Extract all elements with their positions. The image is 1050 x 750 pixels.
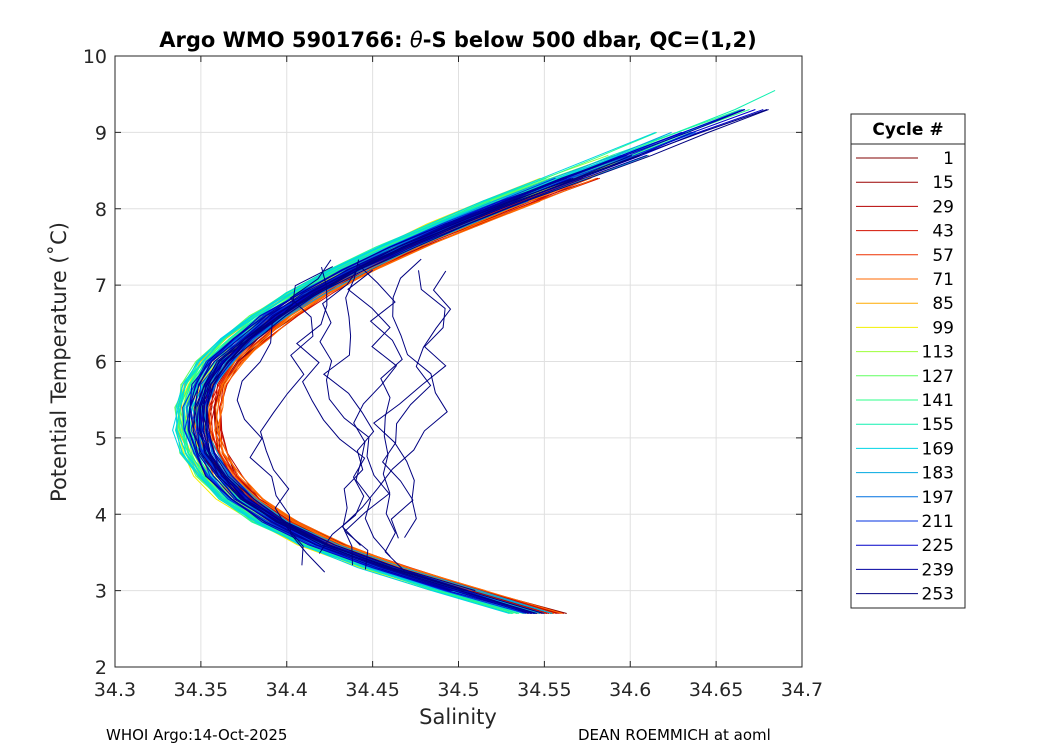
legend-label: 253	[922, 585, 954, 605]
x-tick-label: 34.6	[609, 679, 651, 701]
profile-line-irregular	[347, 269, 398, 557]
legend-label: 211	[922, 512, 954, 532]
legend-label: 57	[932, 246, 954, 266]
legend: Cycle # 1 15 29 43 57 71 85 99 113 127 141 155 169 18…	[850, 113, 966, 609]
profile-line-irregular	[381, 270, 452, 539]
profile-line-irregular	[236, 266, 334, 573]
legend-label: 127	[922, 367, 954, 387]
profile-line-irregular	[259, 259, 332, 566]
y-tick-label: 2	[95, 657, 107, 679]
profile-line-irregular	[319, 265, 405, 572]
y-tick-label: 5	[95, 428, 107, 450]
y-tick-label: 8	[95, 199, 107, 221]
y-tick-label: 10	[83, 46, 107, 68]
profile-line-cycle-253	[192, 154, 632, 614]
profile-line-irregular	[296, 266, 366, 554]
chart-title: Argo WMO 5901766: θ-S below 500 dbar, QC…	[159, 28, 756, 52]
y-tick-label: 3	[95, 581, 107, 603]
profile-line-cycle-169	[175, 131, 656, 614]
legend-label: 1	[943, 149, 954, 169]
x-tick-label: 34.45	[345, 679, 399, 701]
footer-left: WHOI Argo:14-Oct-2025	[106, 726, 288, 744]
x-axis-label: Salinity	[419, 705, 497, 729]
x-tick-label: 34.35	[174, 679, 228, 701]
legend-label: 113	[922, 343, 954, 363]
legend-box	[850, 113, 966, 609]
x-tick-label: 34.7	[781, 679, 823, 701]
y-tick-label: 6	[95, 352, 107, 374]
y-tick-label: 4	[95, 504, 107, 526]
y-tick-label: 9	[95, 122, 107, 144]
y-axis-label: Potential Temperature (˚C)	[47, 222, 71, 502]
legend-label: 141	[922, 391, 954, 411]
legend-label: 183	[922, 464, 954, 484]
legend-label: 43	[932, 222, 954, 242]
legend-title: Cycle #	[872, 120, 943, 140]
legend-label: 29	[932, 197, 954, 217]
x-tick-label: 34.4	[266, 679, 308, 701]
legend-label: 239	[922, 560, 954, 580]
legend-label: 225	[922, 536, 954, 556]
x-tick-label: 34.65	[689, 679, 743, 701]
legend-label: 169	[922, 439, 954, 459]
legend-label: 197	[922, 488, 954, 508]
profile-line-irregular	[341, 258, 448, 546]
y-tick-label: 7	[95, 275, 107, 297]
legend-label: 71	[932, 270, 954, 290]
profile-line-cycle-253	[206, 109, 769, 592]
legend-label: 99	[932, 318, 954, 338]
legend-label: 15	[932, 173, 954, 193]
legend-label: 155	[922, 415, 954, 435]
footer-right: DEAN ROEMMICH at aoml	[578, 726, 771, 744]
profile-line-cycle-253	[198, 200, 517, 592]
profile-line-irregular	[322, 259, 375, 566]
x-tick-label: 34.3	[94, 679, 136, 701]
profile-line-cycle-71	[215, 200, 541, 592]
x-tick-label: 34.55	[517, 679, 571, 701]
x-tick-label: 34.5	[437, 679, 479, 701]
legend-label: 85	[932, 294, 954, 314]
profile-line-irregular	[373, 270, 447, 538]
profile-line-cycle-239	[188, 109, 746, 592]
